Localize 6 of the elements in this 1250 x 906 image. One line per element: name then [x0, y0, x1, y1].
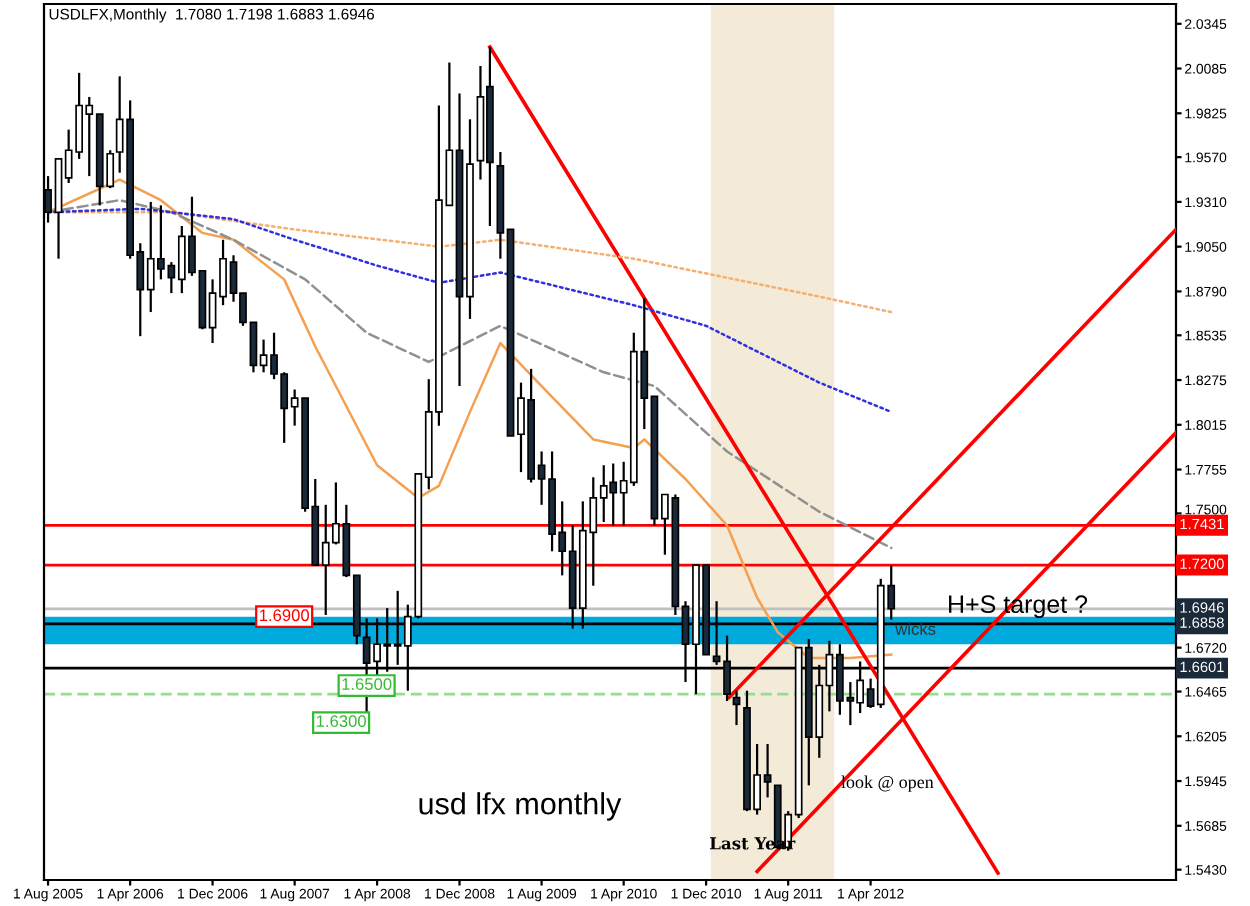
annotation: 1.6500: [342, 678, 392, 690]
annotation: 1.6900: [259, 609, 310, 622]
band-label: wicks: [895, 622, 936, 635]
annotation: usd lfx monthly: [419, 792, 622, 821]
annotation: 1.6300: [316, 715, 366, 728]
line-series: [46, 178, 893, 660]
